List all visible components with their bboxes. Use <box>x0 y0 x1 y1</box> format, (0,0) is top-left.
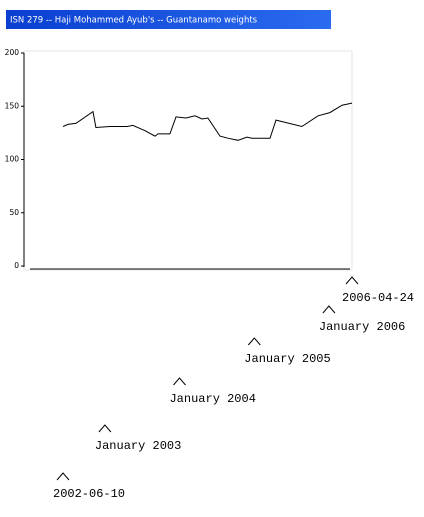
x-tick-caret <box>56 472 70 481</box>
x-tick-caret <box>173 377 186 386</box>
x-tick-caret <box>98 424 112 433</box>
chart-title: ISN 279 -- Haji Mohammed Ayub's -- Guant… <box>10 16 258 26</box>
data-line <box>62 102 353 141</box>
y-tick-label: 0 <box>14 261 19 270</box>
x-tick-label: 2006-04-24 <box>342 291 414 305</box>
x-tick-caret <box>345 276 359 285</box>
title-bar <box>6 10 331 29</box>
x-tick-caret <box>247 337 261 346</box>
y-tick-label: 150 <box>5 101 20 110</box>
y-tick-label: 200 <box>5 48 20 57</box>
x-tick-label: 2002-06-10 <box>53 487 125 501</box>
y-tick-label: 100 <box>5 155 20 164</box>
x-tick-label: January 2003 <box>95 439 181 453</box>
x-tick-label: January 2006 <box>319 320 405 334</box>
x-tick-caret <box>322 305 336 314</box>
y-tick-label: 50 <box>9 208 19 217</box>
x-tick-label: January 2005 <box>244 352 330 366</box>
x-tick-label: January 2004 <box>169 392 255 406</box>
plot-frame <box>23 50 353 271</box>
